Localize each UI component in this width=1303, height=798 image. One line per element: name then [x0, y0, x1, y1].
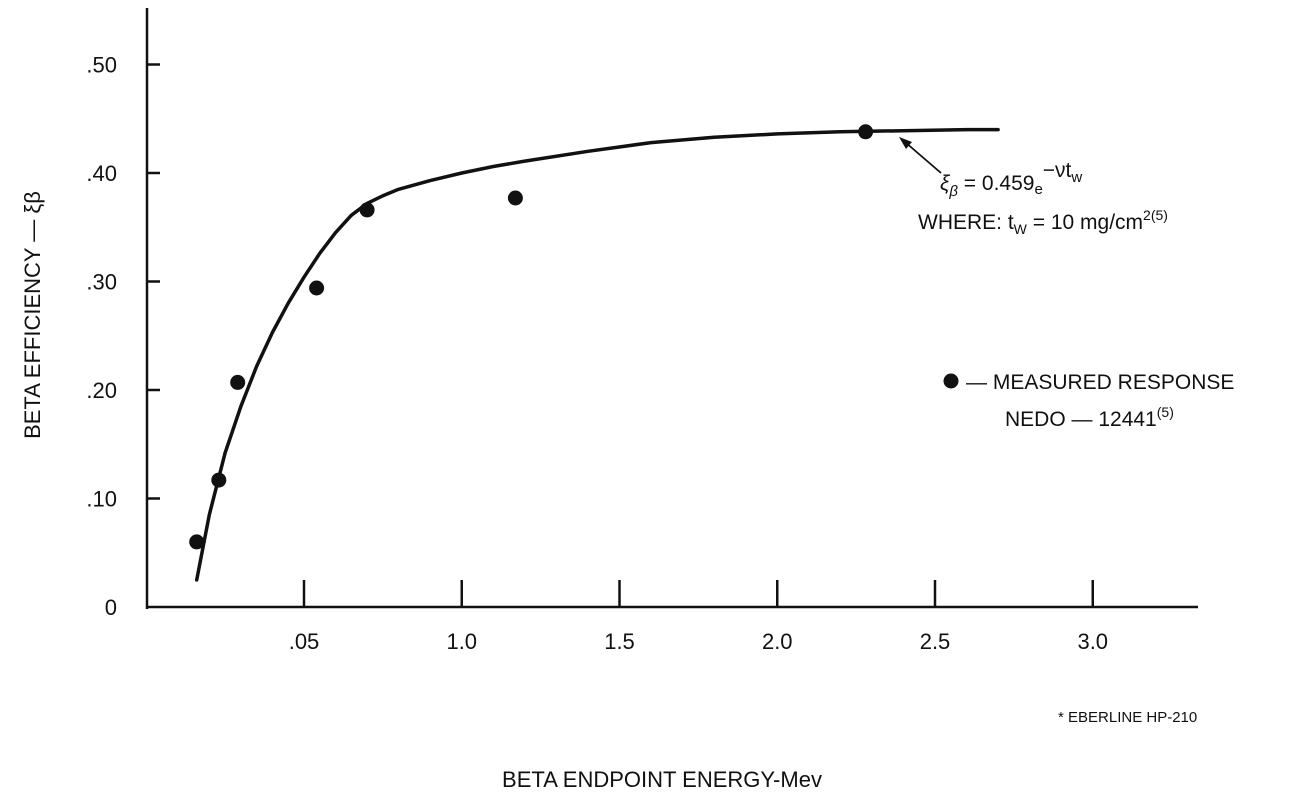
x-tick-label: 1.5	[604, 629, 635, 654]
equation-exponent: −νt	[1043, 159, 1072, 182]
data-point	[309, 280, 325, 296]
x-tick-label: 2.5	[920, 629, 951, 654]
data-point	[359, 202, 375, 218]
x-tick-label: 3.0	[1077, 629, 1108, 654]
equation-text: ξβ = 0.459e−νtw	[940, 159, 1082, 200]
y-tick-label: .30	[86, 270, 117, 295]
legend: — MEASURED RESPONSE NEDO — 12441(5)	[943, 371, 1234, 431]
x-tick-label: 1.0	[446, 629, 477, 654]
measured-points	[189, 124, 874, 550]
legend-source: NEDO — 12441(5)	[1005, 404, 1174, 431]
x-axis-title: BETA ENDPOINT ENERGY-Mev	[502, 767, 822, 792]
y-tick-label: .20	[86, 378, 117, 403]
legend-marker	[943, 373, 959, 389]
legend-source-sup: (5)	[1157, 404, 1174, 420]
data-point	[211, 472, 227, 488]
data-point	[858, 124, 874, 140]
x-tick-label: .05	[289, 629, 320, 654]
where-sub: W	[1014, 221, 1028, 237]
legend-source-text: NEDO — 12441	[1005, 408, 1157, 431]
where-label: WHERE: t	[918, 211, 1014, 234]
legend-label: — MEASURED RESPONSE	[966, 371, 1234, 394]
y-tick-label: .50	[86, 53, 117, 78]
y-tick-label: .40	[86, 161, 117, 186]
where-text: WHERE: tW = 10 mg/cm2(5)	[918, 207, 1168, 237]
x-axis-ticks: .05 1.0 1.5 2.0 2.5 3.0	[289, 580, 1108, 654]
equation-arrow-head	[899, 137, 912, 149]
footnote: * EBERLINE HP-210	[1058, 709, 1197, 726]
y-tick-label: .10	[86, 487, 117, 512]
equation-exponent-sub: w	[1070, 169, 1082, 186]
fit-curve-line	[194, 127, 1000, 582]
y-tick-label: 0	[105, 595, 117, 620]
equation-body: = 0.459	[958, 172, 1034, 195]
data-point	[507, 190, 523, 206]
y-axis-ticks: 0 .10 .20 .30 .40 .50	[86, 53, 160, 620]
data-point	[189, 534, 205, 550]
equation-annotation: ξβ = 0.459e−νtw WHERE: tW = 10 mg/cm2(5)	[899, 137, 1168, 237]
where-sup: 2(5)	[1143, 207, 1168, 223]
where-value: = 10 mg/cm	[1027, 211, 1143, 234]
equation-symbol: ξ	[940, 172, 951, 195]
y-axis-title: BETA EFFICIENCY — ξβ	[20, 191, 45, 439]
equation-arrow-line	[904, 141, 942, 174]
data-point	[230, 374, 246, 390]
x-tick-label: 2.0	[762, 629, 793, 654]
equation-base: e	[1034, 181, 1042, 198]
equation-symbol-sub: β	[948, 183, 958, 200]
